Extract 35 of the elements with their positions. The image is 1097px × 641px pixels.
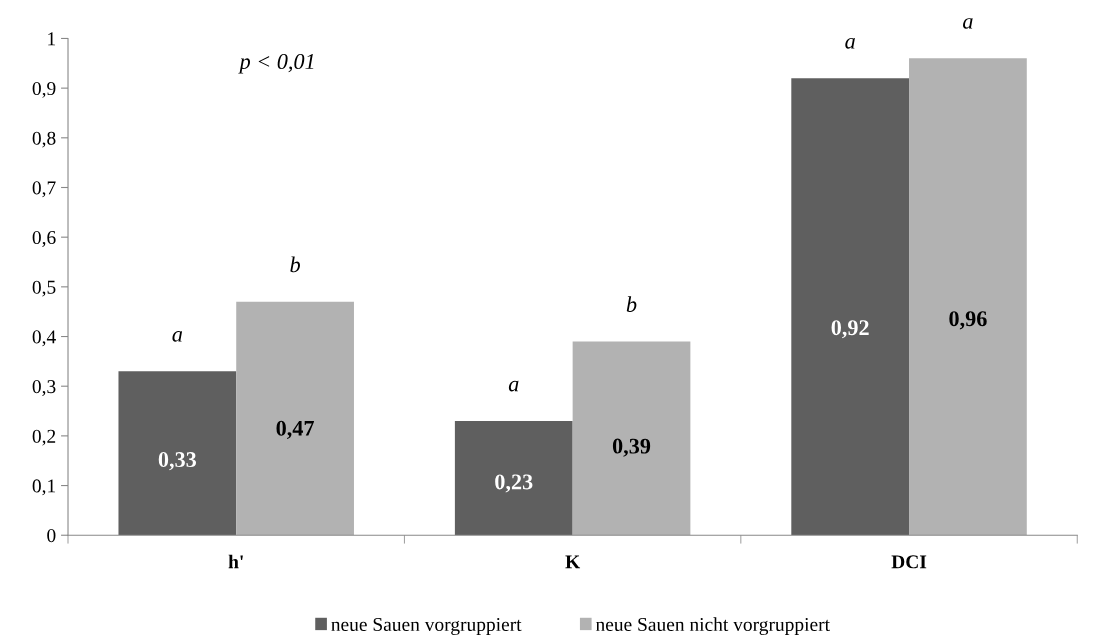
annotation: b <box>290 256 300 273</box>
bar <box>791 78 910 536</box>
bar <box>118 371 237 536</box>
y-tick-label: 0 <box>47 529 56 543</box>
annotation: a <box>845 38 855 49</box>
data-label: 0,92 <box>831 320 869 339</box>
legend-label: neue Sauen vorgruppiert <box>331 617 522 635</box>
y-tick-label: 0,8 <box>32 131 56 148</box>
legend-label: neue Sauen nicht vorgruppiert <box>595 617 830 635</box>
y-tick-label: 0,3 <box>32 380 56 396</box>
annotation: a <box>508 380 519 392</box>
annotation: a <box>172 331 183 342</box>
annotation: a <box>963 18 973 29</box>
x-tick-label: DCI <box>891 555 927 569</box>
data-label: 0,23 <box>495 474 533 493</box>
annotation: b <box>626 296 637 312</box>
data-label: 0,33 <box>158 452 197 471</box>
data-label: 0,47 <box>276 420 314 439</box>
y-tick-label: 0,4 <box>32 330 56 347</box>
x-tick-label: K <box>565 555 581 569</box>
y-tick-label: 1 <box>48 32 56 46</box>
data-label: 0,39 <box>612 438 651 457</box>
y-tick-label: 0,9 <box>32 81 56 98</box>
y-tick-label: 0,2 <box>32 429 56 446</box>
y-tick-label: 0,5 <box>32 280 56 297</box>
bar <box>909 58 1027 536</box>
y-tick-label: 0,6 <box>32 230 56 247</box>
data-label: 0,96 <box>949 311 987 330</box>
bar <box>236 301 354 536</box>
annotation: p < 0,01 <box>238 54 314 74</box>
bar <box>572 341 691 536</box>
bar <box>454 420 573 536</box>
y-tick-label: 0,7 <box>32 181 56 198</box>
y-tick-label: 0,1 <box>32 479 56 496</box>
x-tick-label: h' <box>228 554 243 569</box>
